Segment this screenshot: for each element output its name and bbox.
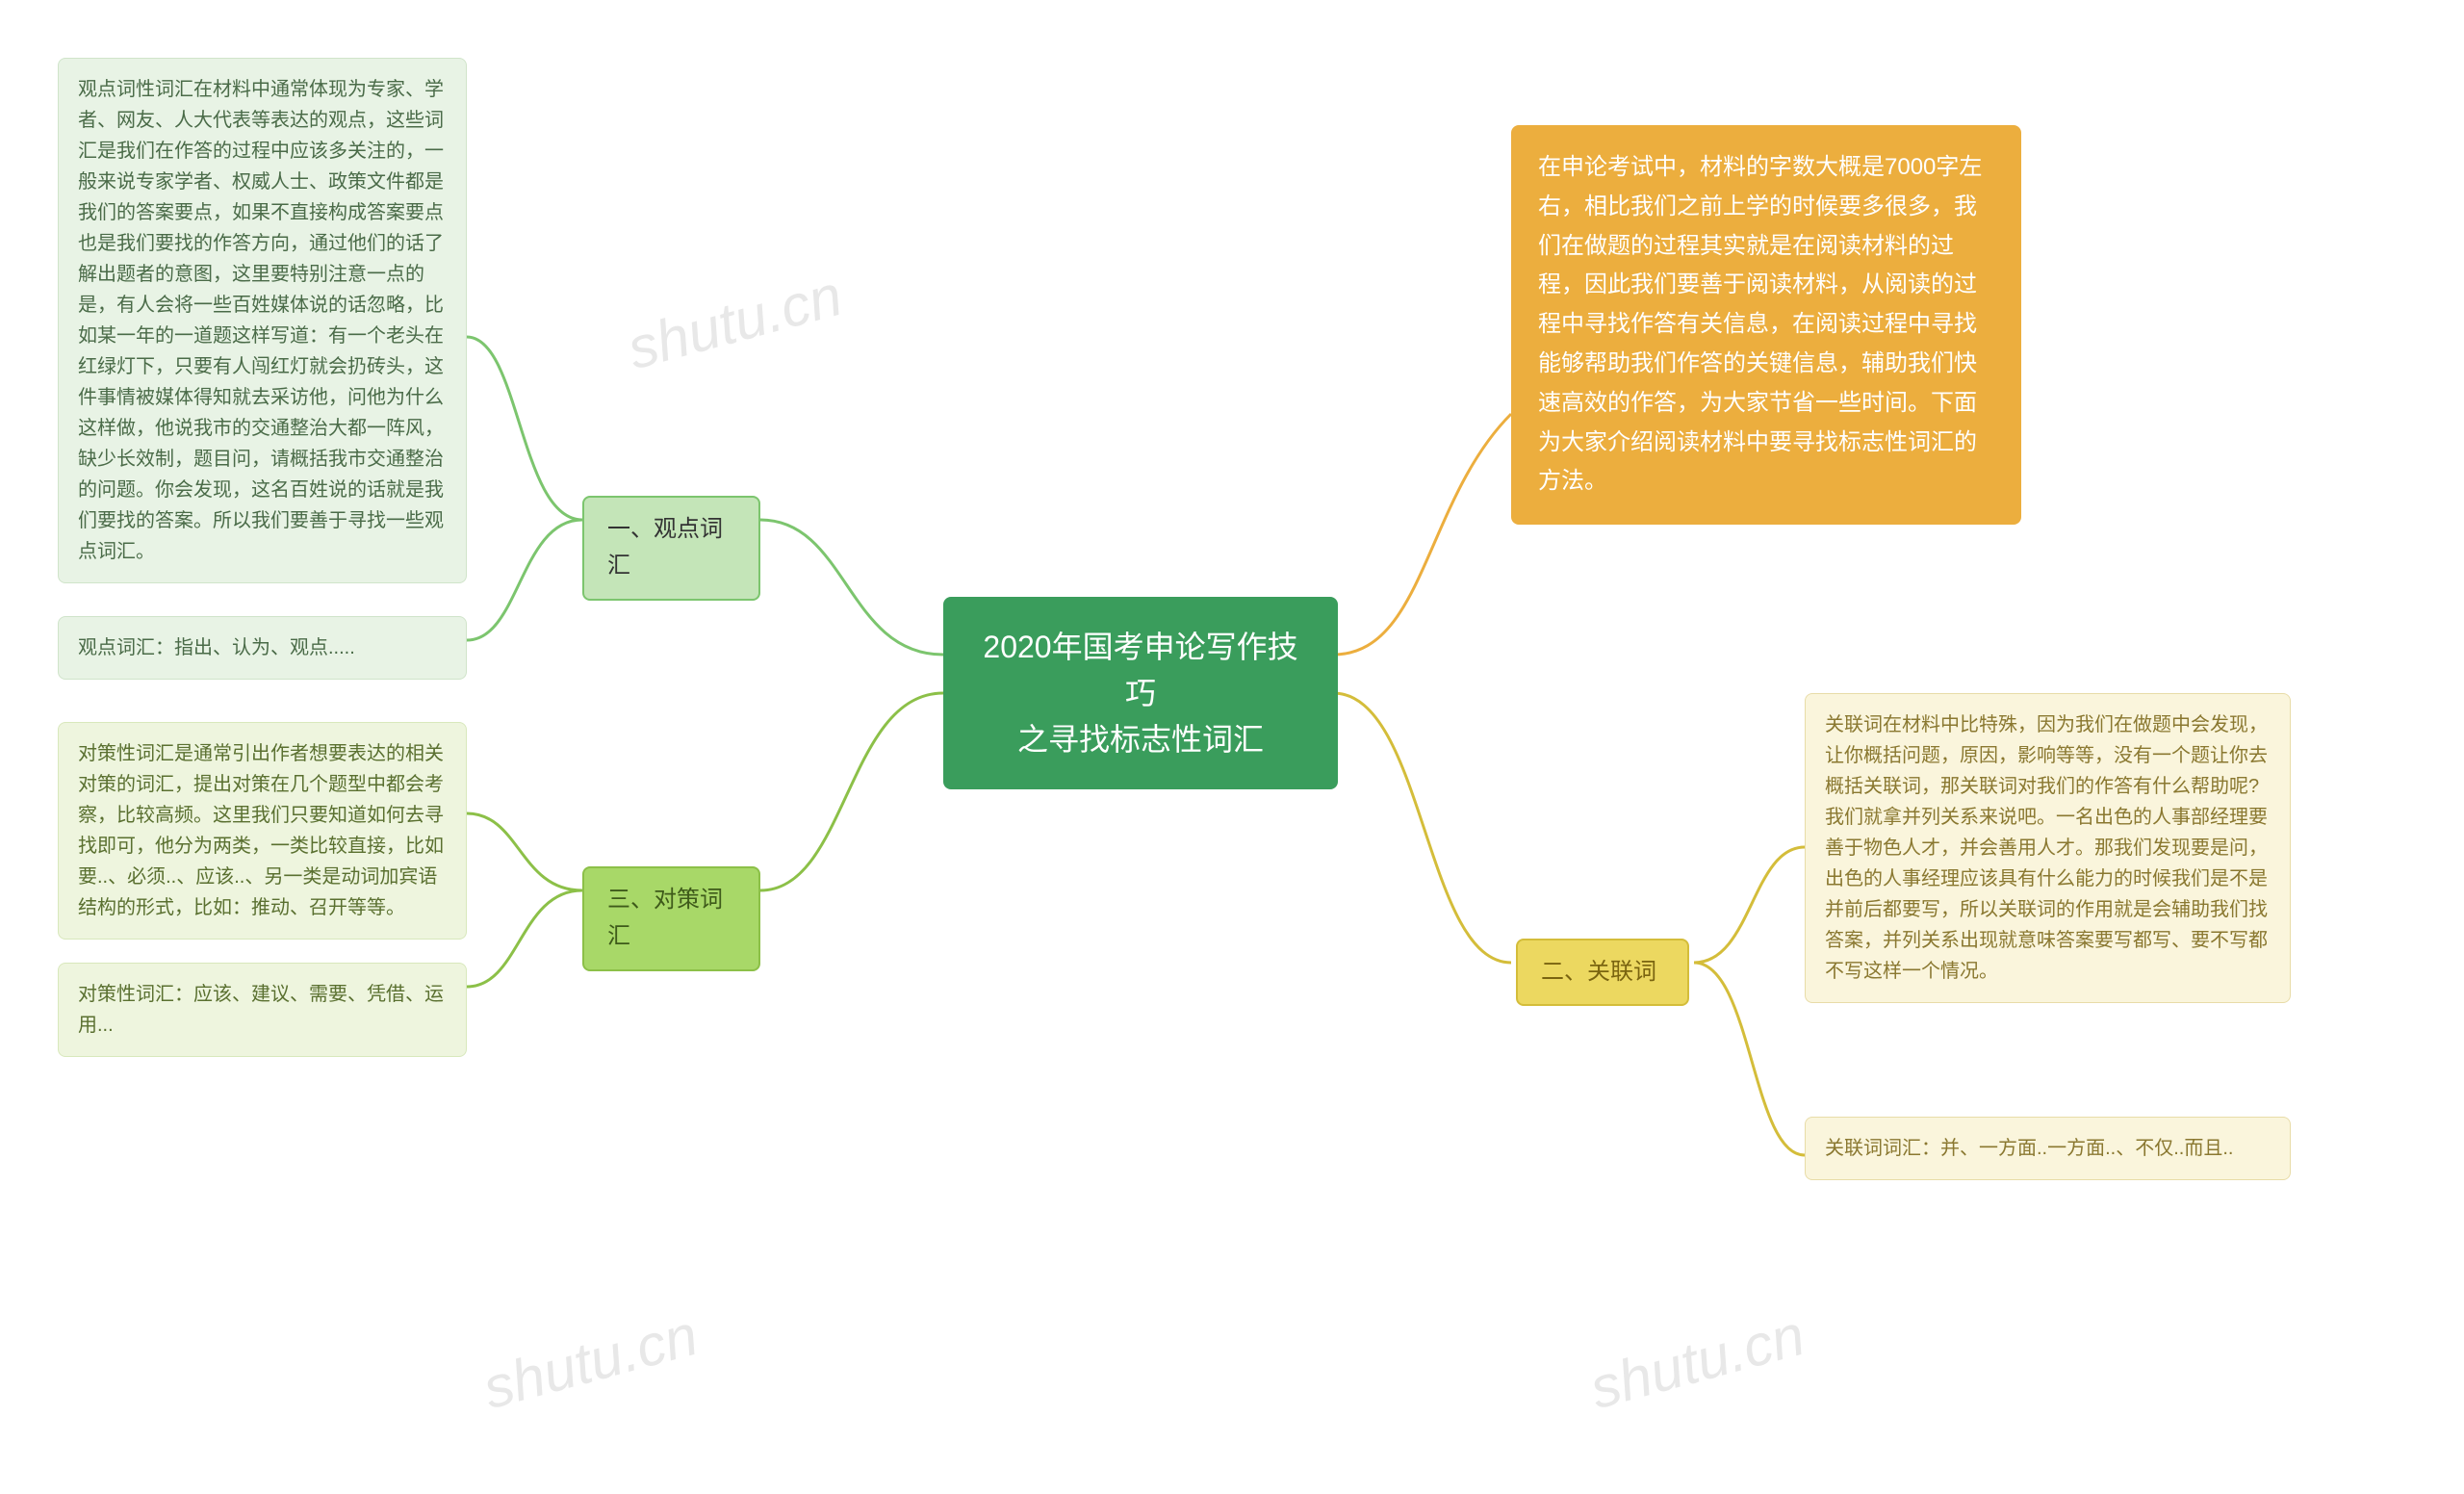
section3-title: 三、对策词汇: [607, 887, 723, 949]
intro-text: 在申论考试中，材料的字数大概是7000字左右，相比我们之前上学的时候要多很多，我…: [1538, 154, 1982, 494]
section3-node: 三、对策词汇: [582, 866, 760, 971]
section1-detail2-text: 观点词汇：指出、认为、观点.....: [78, 637, 355, 658]
section1-detail1-text: 观点词性词汇在材料中通常体现为专家、学者、网友、人大代表等表达的观点，这些词汇是…: [78, 79, 444, 562]
section3-detail2: 对策性词汇：应该、建议、需要、凭借、运用...: [58, 963, 467, 1057]
section3-detail2-text: 对策性词汇：应该、建议、需要、凭借、运用...: [78, 984, 444, 1036]
section2-node: 二、关联词: [1516, 939, 1689, 1006]
section3-detail1-text: 对策性词汇是通常引出作者想要表达的相关对策的词汇，提出对策在几个题型中都会考察，…: [78, 743, 444, 918]
center-title: 2020年国考申论写作技巧 之寻找标志性词汇: [983, 630, 1297, 757]
section1-detail2: 观点词汇：指出、认为、观点.....: [58, 616, 467, 680]
section1-title: 一、观点词汇: [607, 516, 723, 579]
section2-title: 二、关联词: [1541, 959, 1656, 985]
center-node: 2020年国考申论写作技巧 之寻找标志性词汇: [943, 597, 1338, 789]
section2-detail1: 关联词在材料中比特殊，因为我们在做题中会发现，让你概括问题，原因，影响等等，没有…: [1805, 693, 2291, 1003]
watermark: shutu.cn: [621, 262, 849, 382]
watermark: shutu.cn: [1583, 1301, 1811, 1422]
intro-node: 在申论考试中，材料的字数大概是7000字左右，相比我们之前上学的时候要多很多，我…: [1511, 125, 2021, 525]
section1-node: 一、观点词汇: [582, 496, 760, 601]
watermark: shutu.cn: [476, 1301, 705, 1422]
section2-detail2-text: 关联词词汇：并、一方面..一方面..、不仅..而且..: [1825, 1138, 2233, 1159]
section3-detail1: 对策性词汇是通常引出作者想要表达的相关对策的词汇，提出对策在几个题型中都会考察，…: [58, 722, 467, 940]
section2-detail2: 关联词词汇：并、一方面..一方面..、不仅..而且..: [1805, 1117, 2291, 1180]
section1-detail1: 观点词性词汇在材料中通常体现为专家、学者、网友、人大代表等表达的观点，这些词汇是…: [58, 58, 467, 583]
section2-detail1-text: 关联词在材料中比特殊，因为我们在做题中会发现，让你概括问题，原因，影响等等，没有…: [1825, 714, 2268, 982]
